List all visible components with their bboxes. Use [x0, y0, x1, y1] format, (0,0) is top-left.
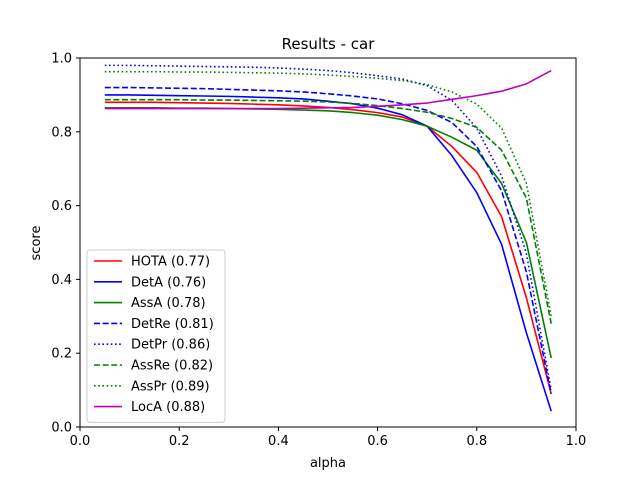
y-tick-label: 1.0: [51, 52, 72, 67]
series-line-4: [104, 86, 552, 394]
y-tick-label: 0.6: [51, 199, 72, 214]
x-tick-label: 0.8: [466, 434, 487, 449]
y-axis-label: score: [29, 226, 44, 261]
chart-title: Results - car: [282, 35, 376, 53]
series-line-8: [104, 69, 552, 110]
y-tick-label: 0.2: [51, 347, 72, 362]
legend-label: DetPr (0.86): [131, 338, 210, 353]
legend: HOTA (0.77) DetA (0.76) AssA (0.78) DetRe (…: [86, 249, 226, 423]
series-line-2: [104, 94, 552, 412]
legend-label: AssA (0.78): [131, 296, 206, 311]
x-tick-label: 0.0: [70, 434, 91, 449]
legend-box: [86, 249, 226, 423]
x-axis-label: alpha: [310, 456, 346, 471]
plot-area: [79, 57, 577, 428]
y-tick-label: 0.8: [51, 125, 72, 140]
legend-label: DetA (0.76): [131, 275, 206, 290]
legend-label: HOTA (0.77): [131, 255, 210, 270]
axis-ticks: 0.0 0.2 0.4 0.6 0.8 1.0 0.0 0.2 0.4 0.6 0.8 1.0: [51, 52, 586, 450]
series-line-6: [104, 98, 552, 324]
y-tick-label: 0.0: [51, 421, 72, 436]
series-line-7: [104, 70, 552, 317]
series-line-5: [104, 64, 552, 391]
x-tick-label: 0.6: [367, 434, 388, 449]
legend-label: DetRe (0.81): [131, 317, 214, 332]
x-tick-label: 0.4: [268, 434, 289, 449]
x-tick-label: 0.2: [169, 434, 190, 449]
legend-label: AssRe (0.82): [131, 359, 213, 374]
legend-label: LocA (0.88): [131, 400, 205, 415]
legend-label: AssPr (0.89): [131, 379, 210, 394]
x-tick-label: 1.0: [566, 434, 587, 449]
axes-frame: [79, 57, 577, 428]
y-tick-label: 0.4: [51, 273, 72, 288]
